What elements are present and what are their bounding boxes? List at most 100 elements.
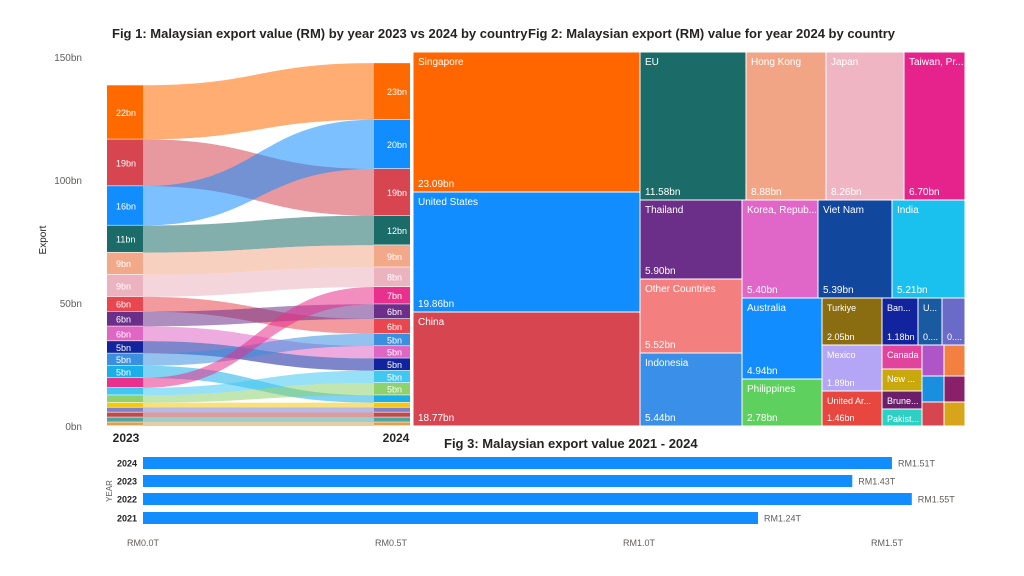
fig1-left-node bbox=[107, 274, 143, 297]
fig1-left-node bbox=[107, 225, 143, 252]
fig2-tile-name: United Ar... bbox=[827, 396, 871, 406]
fig1-left-node-label: 19bn bbox=[116, 158, 136, 168]
fig1-right-node bbox=[374, 119, 410, 169]
fig3-category-label: 2021 bbox=[117, 514, 137, 524]
fig1-flow-ribbon bbox=[143, 382, 374, 403]
fig1-flow-ribbon bbox=[143, 333, 374, 366]
fig1-right-node-label: 5bn bbox=[387, 372, 402, 382]
fig1-left-node bbox=[107, 395, 143, 403]
fig2-tile-name: EU bbox=[645, 57, 659, 68]
fig2-tile-value: 5.52bn bbox=[645, 340, 676, 351]
fig1-right-node bbox=[374, 267, 410, 287]
fig2-treemap-tile bbox=[639, 199, 743, 280]
fig2-treemap-tile bbox=[943, 401, 966, 427]
fig2-tile-value: 0.... bbox=[947, 332, 962, 342]
fig2-tile-value: 2.05bn bbox=[827, 332, 855, 342]
fig2-tile-value: 18.77bn bbox=[418, 413, 454, 424]
fig1-right-node-label: 7bn bbox=[387, 291, 402, 301]
fig3-bar-value-label: RM1.43T bbox=[858, 477, 896, 487]
fig1-right-node-label: 6bn bbox=[387, 322, 402, 332]
fig1-left-node bbox=[107, 407, 143, 412]
fig2-tile-name: Other Countries bbox=[645, 284, 716, 295]
fig2-tile-value: 8.26bn bbox=[831, 187, 862, 198]
fig1-left-node bbox=[107, 186, 143, 225]
fig3-bar-value-label: RM1.51T bbox=[898, 459, 936, 469]
fig2-treemap-tile bbox=[639, 352, 743, 427]
fig2-tile-value: 5.90bn bbox=[645, 266, 676, 277]
fig1-right-node-label: 23bn bbox=[387, 87, 407, 97]
fig1-right-node bbox=[374, 417, 410, 422]
fig1-left-node bbox=[107, 85, 143, 139]
fig2-tile-value: 2.78bn bbox=[747, 413, 778, 424]
fig1-left-node-label: 16bn bbox=[116, 201, 136, 211]
fig1-right-node bbox=[374, 287, 410, 304]
fig2-tile-name: United States bbox=[418, 197, 478, 208]
fig1-right-node bbox=[374, 407, 410, 412]
fig1-flow-ribbon bbox=[143, 267, 374, 297]
fig1-left-node bbox=[107, 139, 143, 186]
fig1-left-node bbox=[107, 252, 143, 275]
fig2-tile-name: Thailand bbox=[645, 205, 683, 216]
fig2-tile-value: 19.86bn bbox=[418, 299, 454, 310]
fig3-x-tick: RM1.0T bbox=[623, 538, 656, 548]
fig1-right-node bbox=[374, 63, 410, 120]
fig1-flow-ribbon bbox=[143, 287, 374, 388]
fig2-tile-name: Turkiye bbox=[827, 303, 856, 313]
fig1-right-node-label: 20bn bbox=[387, 140, 407, 150]
fig2-tile-name: Pakist... bbox=[887, 414, 919, 424]
fig3-y-axis-label: YEAR bbox=[105, 480, 114, 502]
fig2-tile-value: 1.18bn bbox=[887, 332, 915, 342]
fig2-tile-value: 5.40bn bbox=[747, 285, 778, 296]
fig1-left-node-label: 11bn bbox=[116, 235, 135, 245]
fig2-tile-name: Korea, Repub... bbox=[747, 205, 817, 216]
fig2-tile-name: New ... bbox=[887, 374, 915, 384]
fig2-tile-name: Australia bbox=[747, 303, 786, 314]
fig1-right-node bbox=[374, 346, 410, 358]
fig1-sankey-chart: 150bn 100bn 50bn 0bn Export 22bn 19bn 16bn 11bn 9… bbox=[38, 53, 410, 445]
fig1-y-tick: 150bn bbox=[54, 53, 82, 64]
fig1-flow-ribbon bbox=[143, 245, 374, 275]
fig1-left-node bbox=[107, 387, 143, 395]
fig1-left-node-label: 6bn bbox=[116, 314, 131, 324]
fig1-left-node-label: 6bn bbox=[116, 329, 131, 339]
fig3-category-label: 2024 bbox=[117, 459, 137, 469]
fig1-left-node-label: 9bn bbox=[116, 259, 131, 269]
fig2-tile-name: China bbox=[418, 317, 445, 328]
fig2-treemap-tile bbox=[412, 311, 641, 427]
fig2-tile-name: Ban... bbox=[887, 303, 911, 313]
fig1-right-node-label: 5bn bbox=[387, 385, 402, 395]
fig2-tile-value: 5.21bn bbox=[897, 285, 928, 296]
fig2-treemap-tile bbox=[891, 199, 966, 299]
fig3-bar bbox=[143, 457, 892, 469]
fig2-tile-value: 1.46bn bbox=[827, 413, 855, 423]
fig1-right-node-label: 12bn bbox=[387, 226, 407, 236]
fig3-x-tick: RM0.5T bbox=[375, 538, 408, 548]
fig1-right-node bbox=[374, 245, 410, 267]
fig1-right-node-label: 5bn bbox=[387, 348, 402, 358]
fig1-right-node-label: 5bn bbox=[387, 360, 402, 370]
fig3-category-label: 2022 bbox=[117, 495, 137, 505]
fig1-right-node bbox=[374, 412, 410, 417]
fig1-flow-ribbon bbox=[143, 412, 374, 418]
fig2-tile-value: 0.... bbox=[923, 332, 938, 342]
fig2-tile-name: Brune... bbox=[887, 396, 919, 406]
fig2-tile-value: 1.89bn bbox=[827, 378, 855, 388]
fig2-tile-name: Philippines bbox=[747, 384, 795, 395]
fig1-y-tick: 100bn bbox=[54, 176, 82, 187]
fig1-left-node bbox=[107, 365, 143, 378]
fig1-flow-ribbon bbox=[143, 422, 374, 426]
fig2-title: Fig 2: Malaysian export (RM) value for y… bbox=[528, 26, 896, 41]
fig1-right-node bbox=[374, 395, 410, 403]
fig2-treemap-tile bbox=[825, 51, 905, 201]
fig2-tile-name: Indonesia bbox=[645, 358, 689, 369]
fig1-flow-ribbon bbox=[143, 341, 374, 371]
fig2-tile-name: Singapore bbox=[418, 57, 464, 68]
fig1-left-node-label: 5bn bbox=[116, 367, 131, 377]
fig3-x-tick: RM0.0T bbox=[127, 538, 160, 548]
fig1-right-node bbox=[374, 318, 410, 334]
fig2-tile-name: Hong Kong bbox=[751, 57, 801, 68]
fig2-tile-name: Canada bbox=[887, 350, 919, 360]
fig1-left-node bbox=[107, 378, 143, 388]
fig1-right-node-label: 5bn bbox=[387, 335, 402, 345]
fig1-flow-ribbon bbox=[143, 402, 374, 408]
